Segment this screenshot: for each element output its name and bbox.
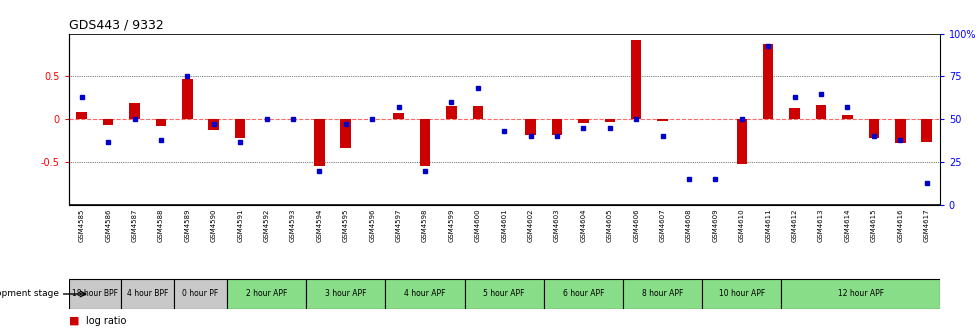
Text: 5 hour APF: 5 hour APF [483,290,524,298]
Bar [735,119,746,164]
Bar [780,279,939,309]
Text: GSM4608: GSM4608 [686,209,691,242]
Text: 0 hour PF: 0 hour PF [182,290,218,298]
Text: GSM4594: GSM4594 [316,209,322,242]
Bar [920,119,931,142]
Text: GSM4587: GSM4587 [131,209,137,242]
Bar [235,119,245,138]
Text: 18 hour BPF: 18 hour BPF [71,290,117,298]
Text: GSM4585: GSM4585 [78,209,85,242]
Bar [103,119,113,125]
Text: GDS443 / 9332: GDS443 / 9332 [68,18,163,31]
Bar [121,279,174,309]
Text: GSM4595: GSM4595 [342,209,348,242]
Text: GSM4602: GSM4602 [527,209,533,242]
Text: GSM4605: GSM4605 [606,209,612,242]
Text: GSM4596: GSM4596 [369,209,375,242]
Text: log ratio: log ratio [86,316,126,326]
Text: GSM4598: GSM4598 [422,209,427,242]
Text: GSM4588: GSM4588 [157,209,163,242]
Text: 10 hour APF: 10 hour APF [718,290,764,298]
Bar [76,113,87,119]
Bar [788,108,799,119]
Text: 12 hour APF: 12 hour APF [837,290,883,298]
Text: 4 hour BPF: 4 hour BPF [127,290,168,298]
Bar [603,119,614,122]
Bar [867,119,878,138]
Bar [174,279,227,309]
Bar [841,115,852,119]
Bar [465,279,543,309]
Text: GSM4604: GSM4604 [580,209,586,242]
Text: GSM4589: GSM4589 [184,209,190,242]
Text: 4 hour APF: 4 hour APF [404,290,445,298]
Bar [446,107,456,119]
Text: GSM4590: GSM4590 [210,209,216,242]
Bar [815,105,825,119]
Text: GSM4593: GSM4593 [289,209,295,242]
Text: GSM4600: GSM4600 [474,209,480,242]
Text: GSM4591: GSM4591 [237,209,243,242]
Bar [385,279,465,309]
Text: 8 hour APF: 8 hour APF [642,290,683,298]
Text: GSM4599: GSM4599 [448,209,454,242]
Text: GSM4603: GSM4603 [554,209,559,242]
Bar [314,119,325,166]
Bar [656,119,667,121]
Text: GSM4597: GSM4597 [395,209,401,242]
Bar [156,119,166,126]
Text: GSM4615: GSM4615 [870,209,876,242]
Text: 3 hour APF: 3 hour APF [325,290,366,298]
Bar [393,113,404,119]
Text: GSM4607: GSM4607 [659,209,665,242]
Bar [68,279,121,309]
Text: ■: ■ [68,316,79,326]
Text: GSM4601: GSM4601 [501,209,507,242]
Text: GSM4614: GSM4614 [844,209,850,242]
Bar [208,119,219,130]
Bar [894,119,905,143]
Bar [340,119,351,148]
Bar [762,44,773,119]
Bar [543,279,622,309]
Text: GSM4606: GSM4606 [633,209,639,242]
Bar [622,279,701,309]
Bar [306,279,385,309]
Text: 2 hour APF: 2 hour APF [245,290,287,298]
Bar [701,279,780,309]
Bar [578,119,588,123]
Text: GSM4616: GSM4616 [896,209,903,242]
Text: GSM4586: GSM4586 [105,209,111,242]
Text: 6 hour APF: 6 hour APF [562,290,603,298]
Text: GSM4610: GSM4610 [738,209,744,242]
Text: GSM4592: GSM4592 [263,209,269,242]
Bar [129,103,140,119]
Text: development stage: development stage [0,290,59,298]
Text: GSM4617: GSM4617 [922,209,929,242]
Text: GSM4611: GSM4611 [765,209,771,242]
Bar [420,119,429,166]
Bar [552,119,561,135]
Text: GSM4613: GSM4613 [818,209,823,242]
Text: GSM4609: GSM4609 [712,209,718,242]
Bar [630,40,641,119]
Text: GSM4612: GSM4612 [791,209,797,242]
Bar [525,119,535,135]
Bar [472,106,482,119]
Bar [182,79,193,119]
Bar [227,279,306,309]
